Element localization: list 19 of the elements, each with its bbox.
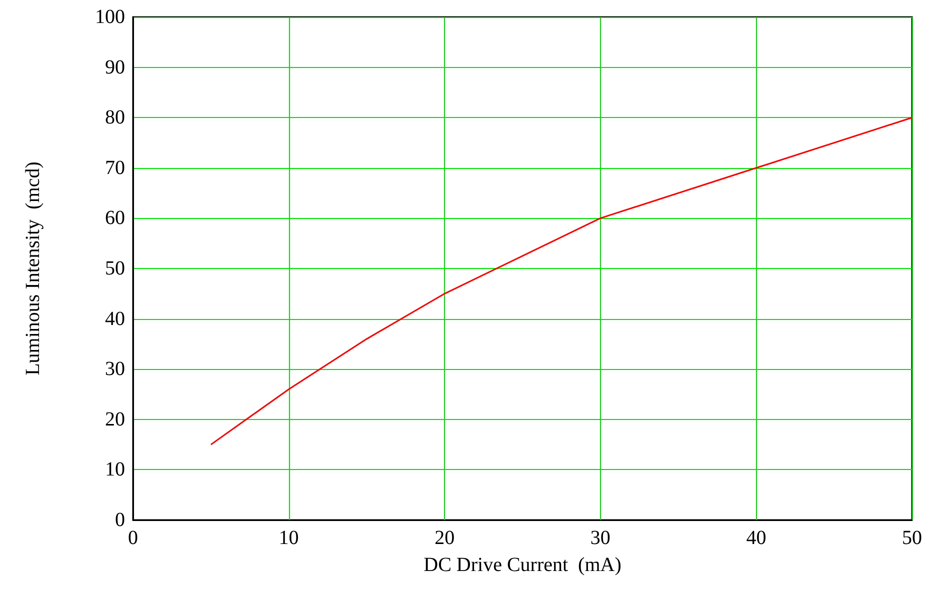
- y-tick-label: 70: [105, 156, 125, 179]
- x-axis-title: DC Drive Current (mA): [424, 554, 622, 576]
- y-tick-label: 60: [105, 207, 125, 230]
- y-tick-label: 100: [95, 6, 125, 28]
- x-tick-label: 30: [590, 527, 610, 549]
- x-tick-label: 10: [278, 527, 299, 549]
- y-tick-label: 40: [105, 308, 125, 330]
- y-tick-label: 50: [105, 258, 125, 280]
- line-series: [210, 116, 913, 446]
- x-tick-label: 40: [746, 527, 766, 549]
- y-tick-label: 10: [105, 458, 125, 481]
- x-tick-label: 50: [902, 527, 922, 549]
- y-tick-label: 80: [105, 106, 125, 129]
- y-tick-label: 30: [105, 358, 125, 380]
- y-axis-title: Luminous Intensity (mcd): [22, 162, 44, 376]
- y-tick-label: 20: [105, 408, 125, 430]
- y-tick-label: 0: [115, 509, 125, 531]
- x-tick-label: 20: [434, 527, 455, 549]
- y-tick-label: 90: [105, 56, 125, 78]
